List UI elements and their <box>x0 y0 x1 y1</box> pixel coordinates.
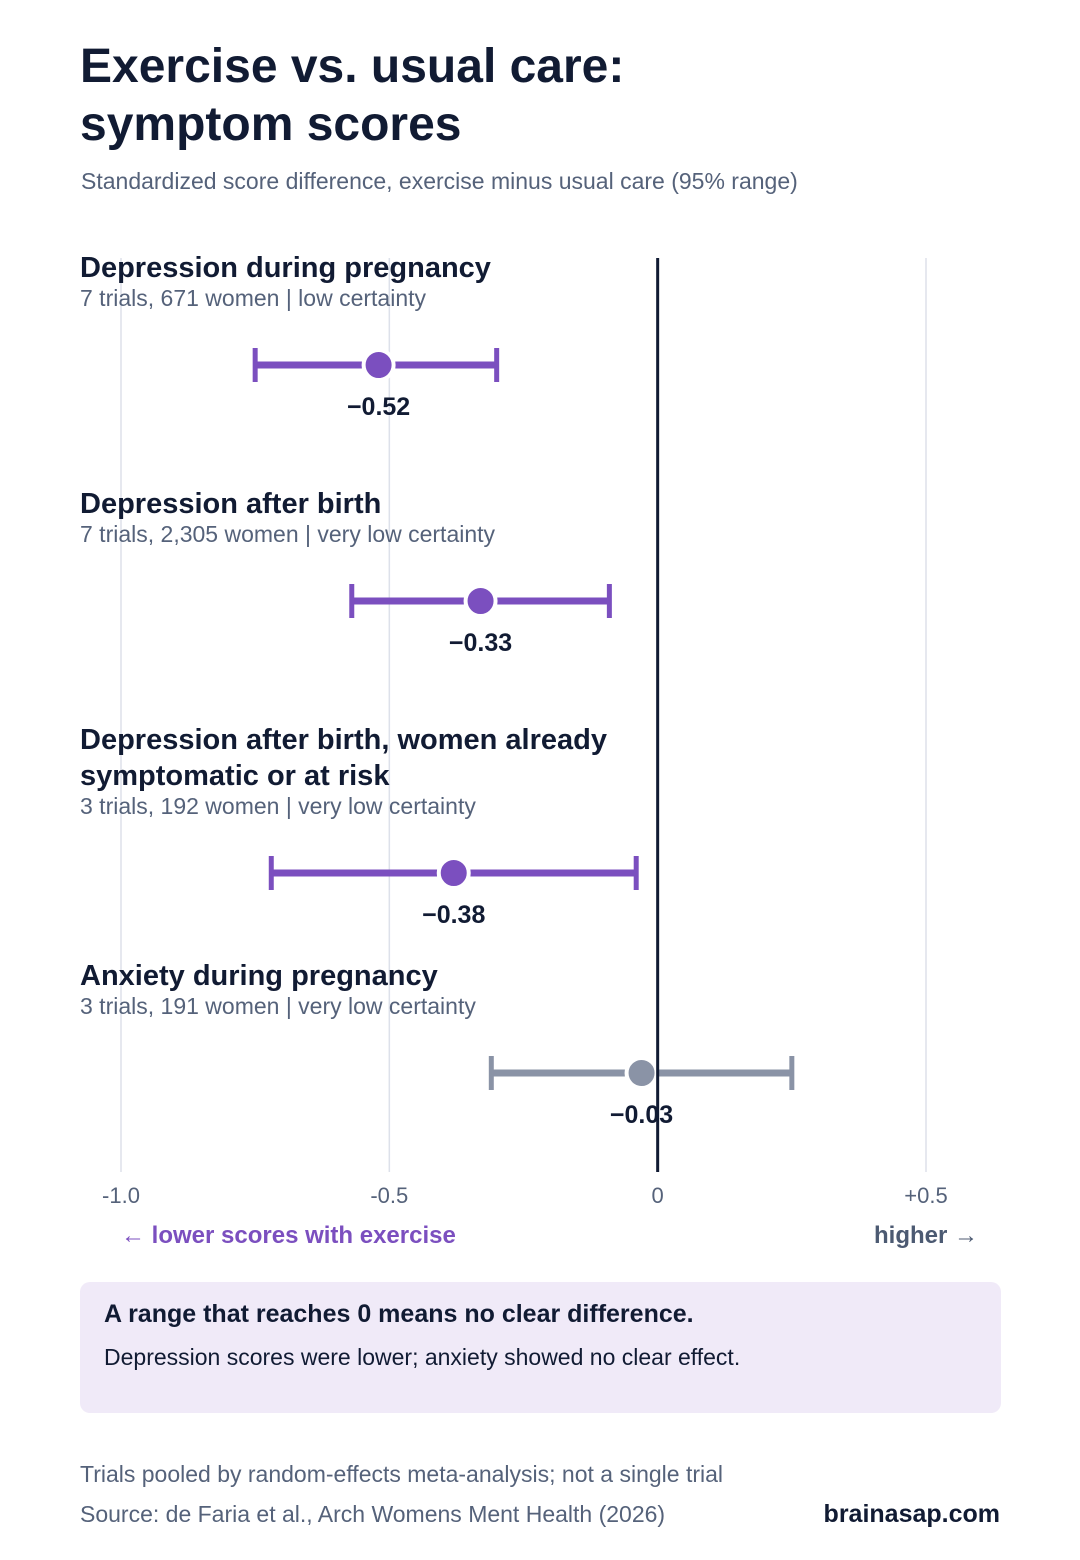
row-title: Anxiety during pregnancy <box>80 960 438 992</box>
chart-subtitle: Standardized score difference, exercise … <box>81 168 798 194</box>
row-meta: 7 trials, 671 women | low certainty <box>80 285 427 311</box>
method-note: Trials pooled by random-effects meta-ana… <box>80 1461 724 1487</box>
brand-logo-text: brainasap.com <box>823 1500 1000 1528</box>
point-estimate <box>361 348 396 382</box>
value-label: −0.38 <box>422 901 485 929</box>
point-estimate <box>463 584 498 618</box>
x-tick-label: -1.0 <box>102 1183 140 1208</box>
value-label: −0.52 <box>347 393 410 421</box>
x-tick-label: +0.5 <box>904 1183 947 1208</box>
interpretation-callout: A range that reaches 0 means no clear di… <box>80 1282 1001 1413</box>
value-label: −0.03 <box>610 1101 673 1129</box>
point-estimate <box>624 1056 659 1090</box>
chart-title: Exercise vs. usual care: symptom scores <box>80 40 625 151</box>
point-estimate <box>436 856 471 890</box>
x-tick-label: -0.5 <box>370 1183 408 1208</box>
value-label: −0.33 <box>449 629 512 657</box>
x-tick-label: 0 <box>652 1183 664 1208</box>
row-meta: 3 trials, 191 women | very low certainty <box>80 993 476 1019</box>
row-meta: 3 trials, 192 women | very low certainty <box>80 793 476 819</box>
callout-text: Depression scores were lower; anxiety sh… <box>104 1344 741 1370</box>
forest-plot: -1.0 -0.5 0 +0.5 −0.52 −0.33 −0.38 −0.03 <box>102 258 948 1208</box>
row-meta: 7 trials, 2,305 women | very low certain… <box>80 521 496 547</box>
source-citation: Source: de Faria et al., Arch Womens Men… <box>80 1501 666 1527</box>
row-title: Depression during pregnancy <box>80 252 491 284</box>
row-title: Depression after birth, women already sy… <box>80 724 607 792</box>
callout-title: A range that reaches 0 means no clear di… <box>104 1300 694 1328</box>
direction-lower-label: ← lower scores with exercise <box>121 1222 456 1249</box>
direction-higher-label: higher → <box>873 1222 978 1249</box>
row-title: Depression after birth <box>80 488 382 520</box>
